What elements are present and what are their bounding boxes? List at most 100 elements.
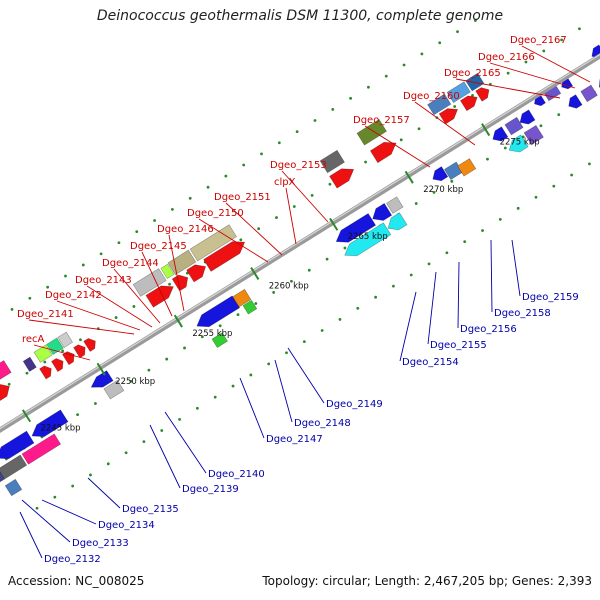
- guide-dot: [534, 195, 538, 199]
- gene-feature: [171, 274, 189, 292]
- guide-dot: [356, 306, 360, 310]
- axis-tick-label: 2260 kbp: [269, 281, 309, 291]
- guide-dot: [53, 495, 57, 499]
- guide-dot: [364, 160, 367, 164]
- gene-label-bottom: Dgeo_2155: [430, 340, 487, 351]
- gene-label-top: Dgeo_2145: [130, 241, 187, 252]
- guide-dot: [231, 384, 235, 388]
- guide-dot: [367, 85, 370, 89]
- guide-dot: [35, 506, 39, 510]
- guide-dot: [94, 402, 97, 405]
- gene-label-bottom: Dgeo_2158: [494, 308, 551, 319]
- gene-feature: [103, 379, 125, 400]
- leader-line-top: [33, 344, 91, 361]
- leader-line-top: [141, 251, 173, 317]
- guide-dot: [295, 130, 299, 134]
- gene-feature: [46, 337, 64, 355]
- guide-dot: [328, 182, 332, 186]
- guide-dot: [239, 238, 243, 242]
- leader-line-top: [489, 62, 576, 89]
- guide-dot: [218, 324, 222, 328]
- gene-feature: [438, 108, 459, 125]
- leader-line-bottom: [19, 511, 43, 559]
- guide-dot: [349, 96, 353, 100]
- axis-tick-label: 2275 kbp: [500, 137, 540, 147]
- gene-feature: [356, 118, 387, 146]
- gene-label-top: Dgeo_2160: [403, 91, 460, 102]
- accession-text: Accession: NC_008025: [8, 574, 145, 588]
- axis-tick-label: 2265 kbp: [348, 232, 388, 242]
- axis-tick-label: 2245 kbp: [40, 424, 80, 434]
- leader-line-top: [168, 234, 185, 312]
- guide-dot: [168, 282, 171, 286]
- gene-feature: [372, 202, 393, 221]
- guide-dot: [25, 371, 29, 375]
- axis-tick: [21, 409, 32, 423]
- guide-dot: [453, 105, 457, 108]
- leader-line-bottom: [41, 499, 97, 525]
- gene-feature: [446, 81, 471, 104]
- guide-dot: [147, 368, 151, 372]
- gene-feature: [568, 94, 583, 109]
- gene-feature: [386, 196, 404, 214]
- guide-dot: [450, 179, 454, 183]
- leader-line-top: [86, 285, 153, 328]
- gene-feature: [186, 264, 206, 283]
- leader-line-bottom: [274, 359, 293, 423]
- guide-dot: [498, 218, 502, 221]
- gene-label-bottom: Dgeo_2148: [294, 418, 351, 429]
- leader-line-top: [285, 187, 297, 245]
- guide-dot: [260, 152, 263, 156]
- guide-dot: [153, 219, 156, 222]
- gene-feature: [580, 84, 598, 103]
- guide-dot: [165, 357, 169, 361]
- guide-dot: [473, 19, 477, 22]
- guide-dot: [290, 279, 293, 283]
- guide-dot: [213, 395, 217, 399]
- map-title: Deinococcus geothermalis DSM 11300, comp…: [96, 8, 504, 24]
- guide-dot: [399, 138, 403, 142]
- gene-feature: [22, 356, 37, 372]
- guide-dot: [46, 285, 50, 289]
- guide-dot: [516, 206, 520, 210]
- guide-dot: [43, 360, 47, 364]
- gene-label-top: Dgeo_2141: [17, 309, 74, 320]
- axis-tick-label: 2270 kbp: [423, 185, 463, 195]
- guide-dot: [302, 340, 306, 344]
- gene-feature: [90, 370, 114, 388]
- leader-line-top: [455, 78, 561, 99]
- gene-label-bottom: Dgeo_2154: [402, 357, 459, 368]
- guide-dot: [542, 49, 546, 53]
- guide-dot: [570, 173, 574, 177]
- guide-dot: [463, 240, 467, 244]
- gene-label-top: Dgeo_2143: [75, 275, 132, 286]
- gene-feature: [31, 409, 69, 437]
- guide-dot: [313, 119, 317, 122]
- guide-dot: [325, 257, 329, 261]
- guide-dot: [560, 38, 564, 42]
- gene-label-bottom: Dgeo_2135: [122, 504, 179, 515]
- guide-dot: [445, 251, 449, 255]
- gene-feature: [211, 332, 228, 349]
- guide-dot: [503, 146, 507, 150]
- leader-line-bottom: [149, 424, 181, 489]
- leader-line-bottom: [457, 261, 460, 329]
- gene-feature: [519, 109, 536, 125]
- guide-dot: [277, 141, 281, 145]
- guide-dot: [331, 108, 335, 111]
- gene-label-top: Dgeo_2167: [510, 35, 567, 46]
- guide-dot: [292, 205, 296, 208]
- guide-dot: [117, 241, 121, 245]
- guide-dot: [578, 27, 581, 31]
- guide-dot: [71, 484, 75, 488]
- guide-dot: [160, 429, 164, 432]
- axis-line: [0, 53, 600, 433]
- leader-line-top: [281, 170, 329, 223]
- guide-dot: [10, 307, 14, 311]
- axis-tick: [481, 123, 491, 137]
- guide-dot: [307, 268, 311, 272]
- guide-dot: [183, 346, 186, 350]
- gene-feature: [39, 365, 52, 380]
- gene-feature: [160, 263, 175, 280]
- gene-labels: recA Dgeo_2141 Dgeo_2142 Dgeo_2143 Dgeo_2144…: [17, 35, 579, 565]
